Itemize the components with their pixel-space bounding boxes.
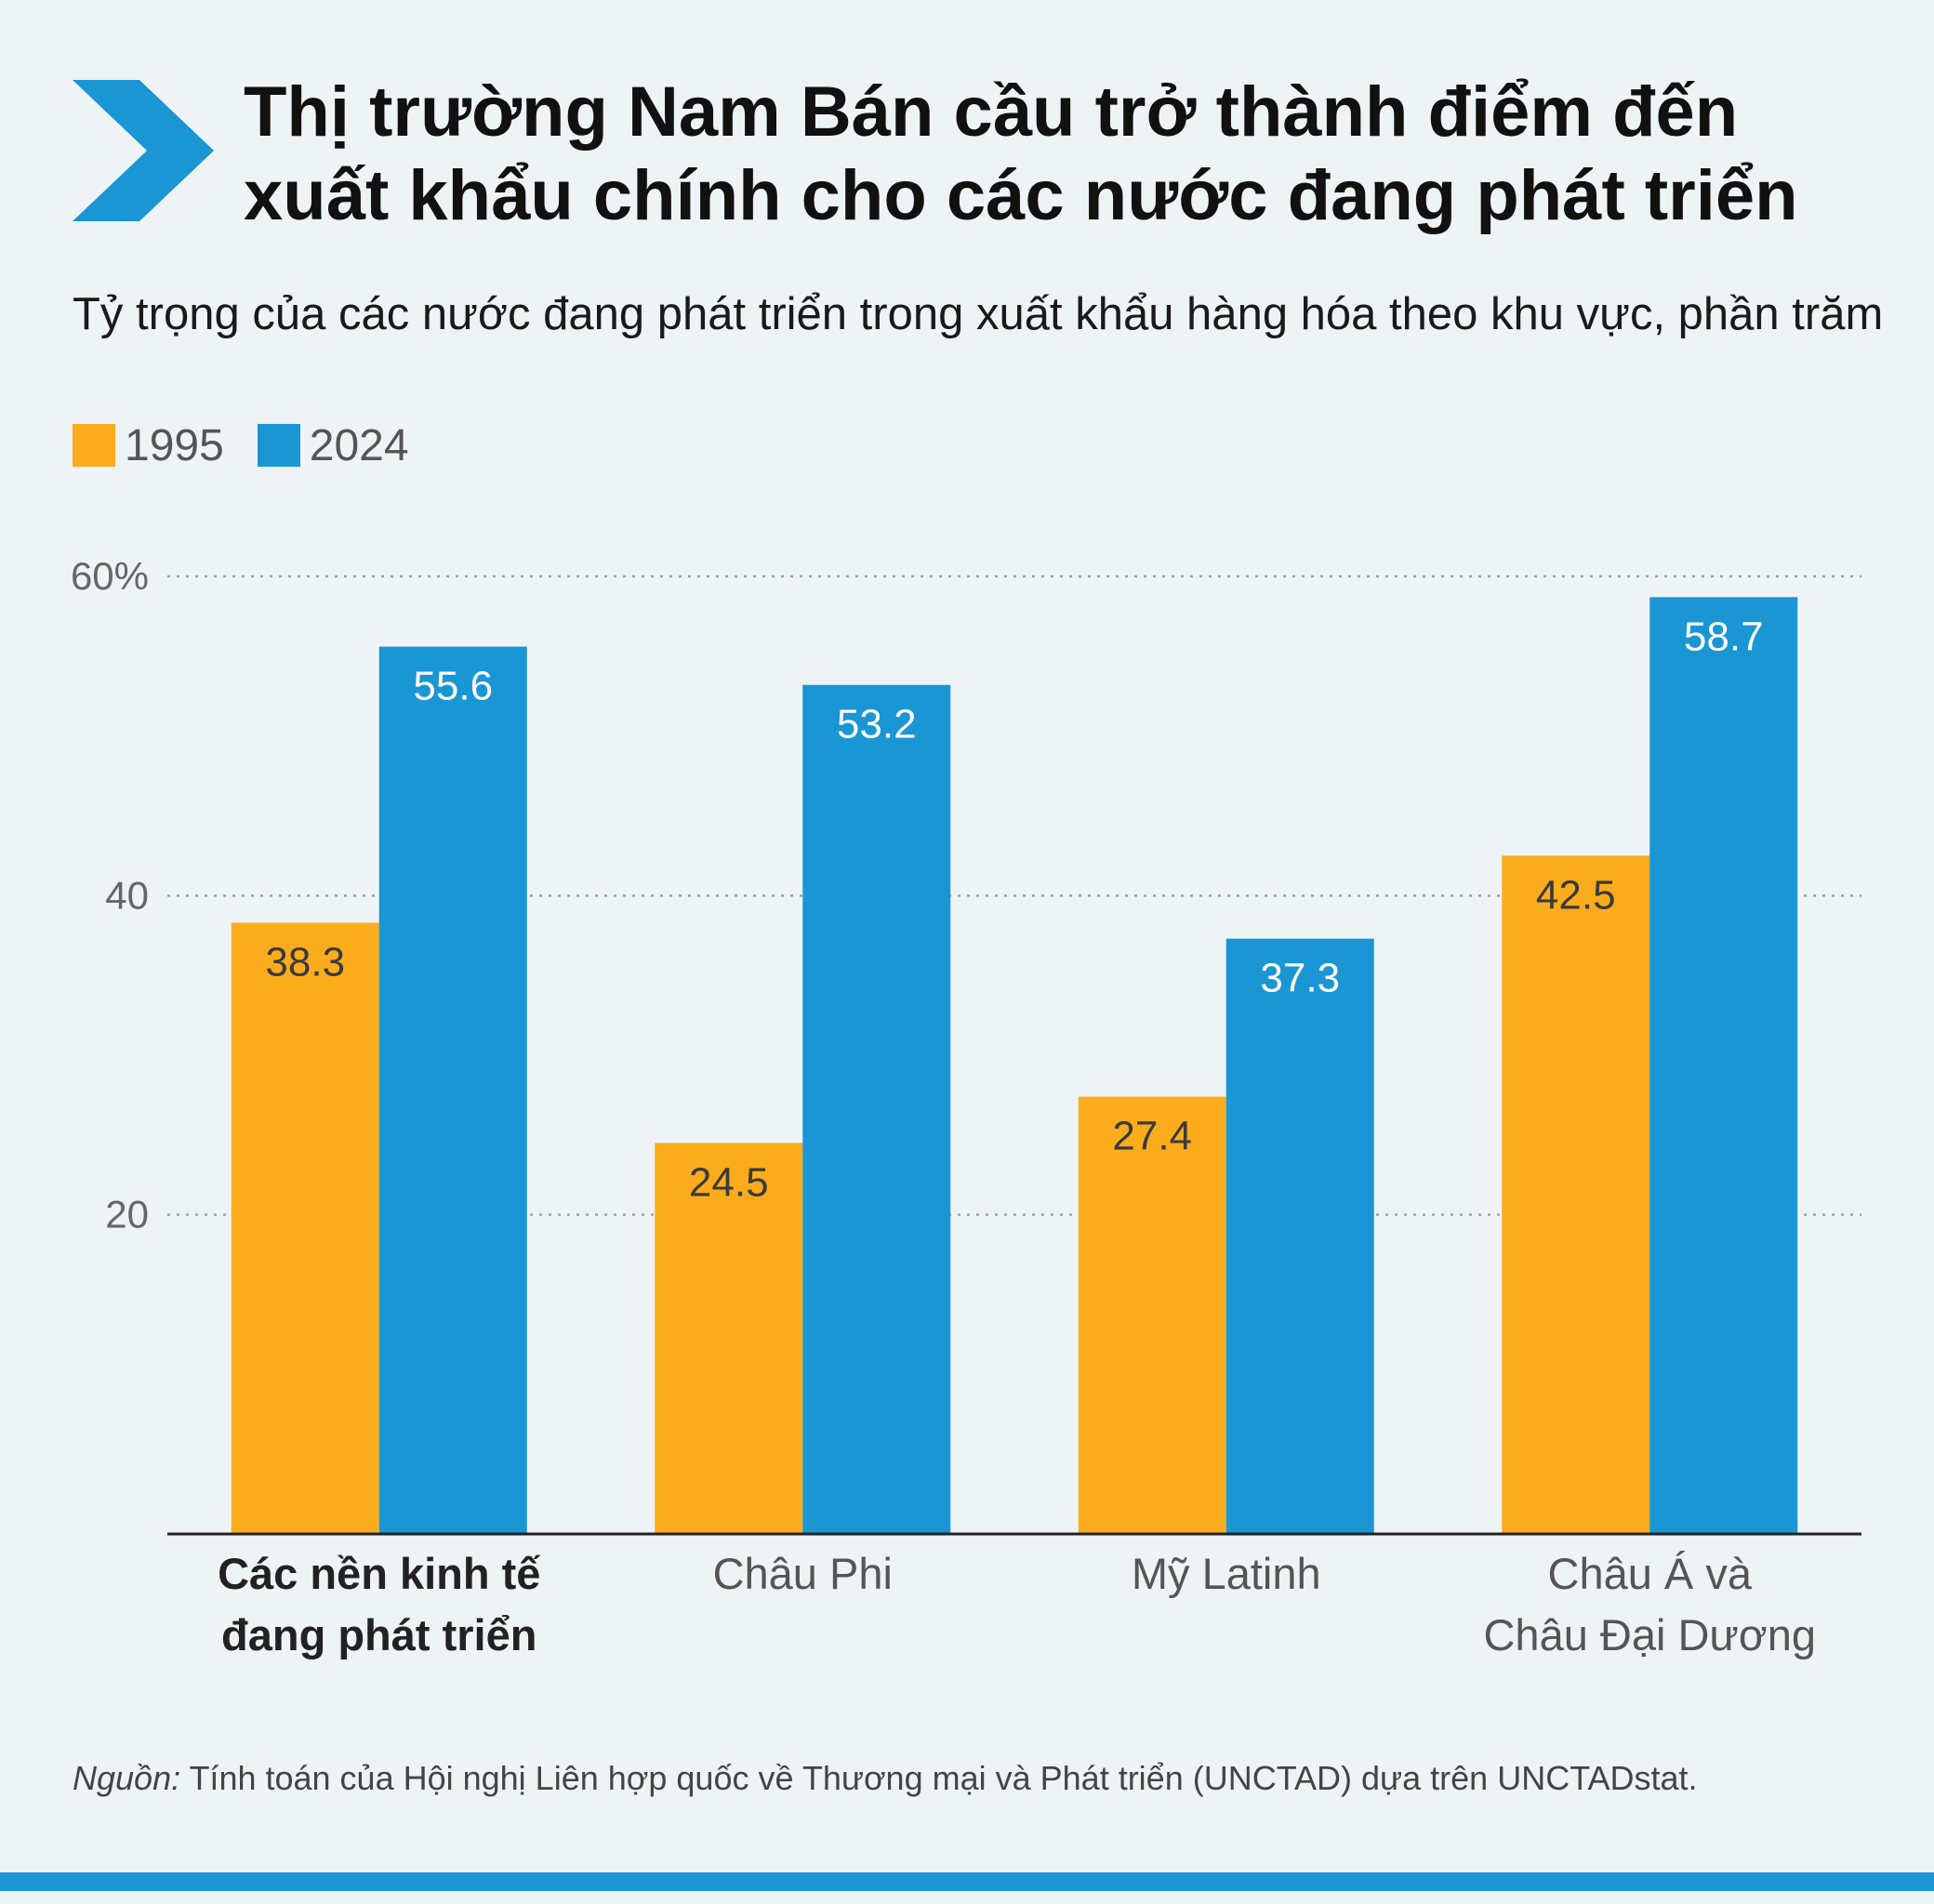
category-label: Các nền kinh tế	[218, 1549, 541, 1598]
category-label: Châu Phi	[713, 1549, 893, 1598]
data-label-1995: 27.4	[1112, 1114, 1192, 1159]
chevron-right-icon	[73, 80, 214, 221]
category-label: Mỹ Latinh	[1132, 1549, 1321, 1598]
bar-2024	[1225, 938, 1374, 1534]
legend: 1995 2024	[73, 420, 443, 470]
y-tick-label: 40	[105, 873, 149, 917]
bar-chart: 60% 40 20 38.3 55.6 Các nền kinh tế đang phát …	[71, 554, 1861, 1659]
chart-title: Thị trường Nam Bán cầu trở thành điểm đế…	[244, 73, 1798, 235]
legend-swatch-2024	[257, 424, 300, 467]
legend-swatch-1995	[73, 424, 115, 467]
category-label: Châu Đại Dương	[1483, 1610, 1816, 1659]
data-label-2024: 55.6	[413, 664, 493, 709]
legend-label-2024: 2024	[309, 420, 409, 470]
bar-1995	[1502, 855, 1650, 1534]
bottom-rule	[0, 1872, 1934, 1891]
bar-1995	[1078, 1096, 1226, 1534]
data-label-1995: 38.3	[265, 940, 345, 985]
data-label-2024: 58.7	[1684, 614, 1764, 659]
y-tick-label: 20	[105, 1193, 149, 1236]
source-note: Nguồn: Tính toán của Hội nghị Liên hợp q…	[73, 1755, 1914, 1802]
legend-label-1995: 1995	[125, 420, 224, 470]
bar-1995	[231, 922, 379, 1534]
data-label-2024: 37.3	[1260, 956, 1340, 1001]
category-label: đang phát triển	[221, 1610, 536, 1659]
source-text: Tính toán của Hội nghị Liên hợp quốc về …	[180, 1759, 1698, 1797]
legend-item-1995: 1995	[73, 420, 224, 471]
category-label: Châu Á và	[1548, 1549, 1753, 1598]
data-label-1995: 42.5	[1536, 872, 1616, 918]
y-tick-label: 60%	[71, 554, 149, 598]
chart-subtitle: Tỷ trọng của các nước đang phát triển tr…	[73, 289, 1884, 339]
data-label-2024: 53.2	[837, 702, 917, 747]
source-lead: Nguồn:	[73, 1759, 181, 1797]
legend-item-2024: 2024	[257, 420, 409, 471]
bar-2024	[378, 646, 527, 1534]
bar-1995	[655, 1143, 803, 1534]
data-label-1995: 24.5	[689, 1159, 769, 1205]
bar-2024	[802, 684, 951, 1534]
bar-2024	[1649, 597, 1798, 1534]
